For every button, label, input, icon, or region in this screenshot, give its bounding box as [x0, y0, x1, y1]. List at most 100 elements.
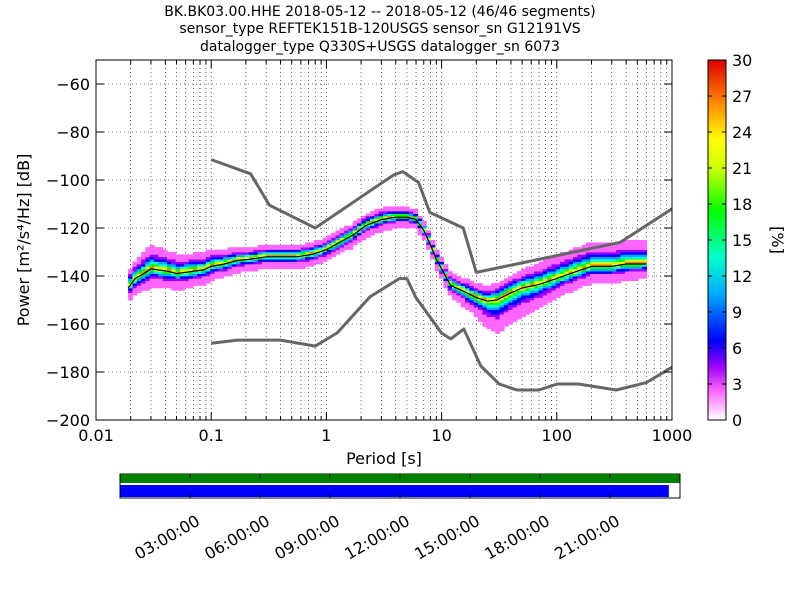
psd-cell [192, 283, 198, 286]
psd-cell [495, 309, 501, 313]
psd-cell [490, 309, 496, 313]
psd-cell [439, 271, 445, 274]
psd-cell [525, 307, 531, 310]
psd-cell [443, 264, 449, 267]
psd-cell [287, 256, 293, 260]
psd-cell [577, 256, 583, 260]
psd-cell [607, 271, 613, 274]
psd-cell [274, 259, 280, 262]
psd-cell [378, 213, 384, 217]
psd-cell [408, 225, 414, 229]
psd-cell [577, 283, 583, 286]
psd-cell [598, 268, 604, 272]
psd-cell [447, 276, 453, 279]
psd-cell [136, 276, 142, 279]
psd-cell [611, 254, 617, 258]
psd-cell [132, 271, 138, 274]
psd-cell [460, 300, 466, 303]
psd-cell [607, 256, 613, 260]
psd-cell [499, 307, 505, 310]
psd-cell [452, 278, 457, 282]
psd-cell [607, 276, 613, 279]
psd-cell [361, 230, 367, 234]
psd-cell [426, 235, 432, 238]
psd-cell [495, 314, 501, 318]
psd-cell [538, 297, 544, 301]
psd-cell [240, 252, 246, 255]
psd-cell [309, 242, 315, 246]
psd-cell [521, 304, 527, 308]
psd-cell [370, 220, 375, 224]
psd-cell [590, 280, 596, 284]
psd-cell [179, 288, 185, 291]
psd-cell [534, 297, 540, 301]
psd-cell [633, 247, 639, 250]
psd-cell [534, 302, 540, 306]
psd-cell [365, 232, 371, 236]
psd-cell [616, 256, 622, 260]
psd-cell [205, 254, 211, 258]
psd-cell [166, 264, 172, 267]
psd-cell [197, 252, 203, 255]
psd-cell [503, 280, 509, 284]
psd-cell [624, 264, 630, 267]
psd-cell [210, 276, 216, 279]
psd-cell [573, 266, 578, 270]
psd-cell [374, 216, 380, 219]
psd-cell [560, 259, 565, 262]
psd-cell [279, 266, 285, 270]
psd-cell [201, 273, 207, 277]
psd-cell [629, 276, 635, 279]
psd-cell [421, 235, 427, 238]
psd-cell [603, 256, 609, 260]
psd-cell [477, 319, 483, 322]
psd-cell [158, 271, 164, 274]
psd-cell [434, 261, 440, 265]
psd-cell [357, 240, 362, 243]
psd-cell [616, 268, 622, 272]
psd-cell [270, 254, 276, 258]
psd-cell [149, 276, 155, 279]
psd-cell [568, 259, 574, 262]
psd-cell [573, 283, 578, 286]
psd-cell [620, 249, 626, 253]
psd-cell [335, 230, 341, 234]
psd-cell [568, 285, 574, 289]
psd-cell [551, 259, 557, 262]
psd-cell [417, 216, 423, 219]
psd-cell [512, 290, 518, 294]
psd-cell [421, 225, 427, 229]
psd-cell [426, 247, 432, 250]
x-tick-label: 1 [321, 426, 331, 445]
psd-cell [326, 242, 332, 246]
psd-cell [404, 208, 410, 212]
psd-cell [439, 264, 445, 267]
psd-cell [171, 261, 177, 265]
psd-cell [551, 297, 557, 301]
psd-cell [300, 247, 306, 250]
psd-cell [538, 290, 544, 294]
psd-cell [283, 256, 289, 260]
psd-cell [236, 252, 242, 255]
time-tick-label: 12:00:00 [341, 511, 413, 563]
psd-cell [499, 319, 505, 322]
psd-cell [477, 300, 483, 303]
psd-cell [309, 252, 315, 255]
psd-cell [141, 285, 146, 289]
psd-cell [521, 302, 527, 306]
psd-cell [197, 271, 203, 274]
psd-cell [374, 218, 380, 222]
psd-cell [486, 309, 492, 313]
psd-cell [322, 247, 328, 250]
psd-cell [279, 256, 285, 260]
y-tick-label: −180 [46, 363, 90, 382]
psd-cell [577, 254, 583, 258]
psd-cell [430, 244, 436, 248]
psd-cell [594, 242, 600, 246]
psd-cell [534, 285, 540, 289]
psd-cell [443, 278, 449, 282]
psd-cell [573, 273, 578, 277]
psd-cell [581, 261, 587, 265]
psd-cell [141, 264, 146, 267]
psd-cell [253, 249, 259, 253]
